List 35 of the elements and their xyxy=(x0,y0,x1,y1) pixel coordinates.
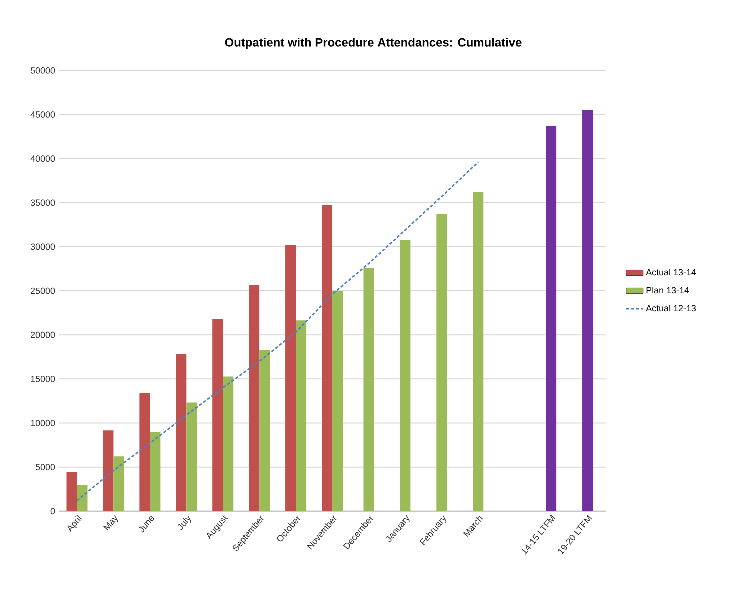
legend-label: Actual 13-14 xyxy=(646,269,696,276)
line-series xyxy=(76,162,480,502)
bar xyxy=(150,432,161,512)
bar xyxy=(546,126,557,512)
bar xyxy=(186,402,198,512)
bar xyxy=(582,110,594,512)
bar xyxy=(77,484,88,512)
y-tick-label: 0 xyxy=(50,508,56,515)
bar xyxy=(223,376,234,512)
bar xyxy=(114,456,124,512)
y-tick-label: 35000 xyxy=(30,200,56,206)
y-tick-label: 15000 xyxy=(31,376,56,382)
y-tick-label: 5000 xyxy=(36,464,56,470)
bar xyxy=(286,245,296,512)
bar xyxy=(332,291,344,512)
bar xyxy=(322,205,333,512)
legend-label: Actual 12-13 xyxy=(646,305,696,312)
x-tick-label: July xyxy=(178,516,192,530)
bar xyxy=(176,354,187,512)
bar xyxy=(212,319,224,512)
y-tick-label: 40000 xyxy=(30,156,56,162)
bar xyxy=(249,285,260,512)
y-tick-label: 10000 xyxy=(31,420,56,426)
bar xyxy=(296,320,307,512)
y-tick-label: 30000 xyxy=(30,244,56,250)
bar xyxy=(66,472,78,512)
y-tick-label: 50000 xyxy=(30,68,56,74)
y-tick-label: 20000 xyxy=(31,332,56,338)
legend-label: Plan 13-14 xyxy=(646,287,690,294)
y-tick-label: 25000 xyxy=(31,288,56,294)
bar xyxy=(140,393,150,512)
chart-title: Outpatient with Procedure Attendances: Cumulative xyxy=(225,38,522,50)
bar xyxy=(103,430,114,512)
y-tick-label: 45000 xyxy=(30,112,56,118)
bar xyxy=(260,350,270,512)
